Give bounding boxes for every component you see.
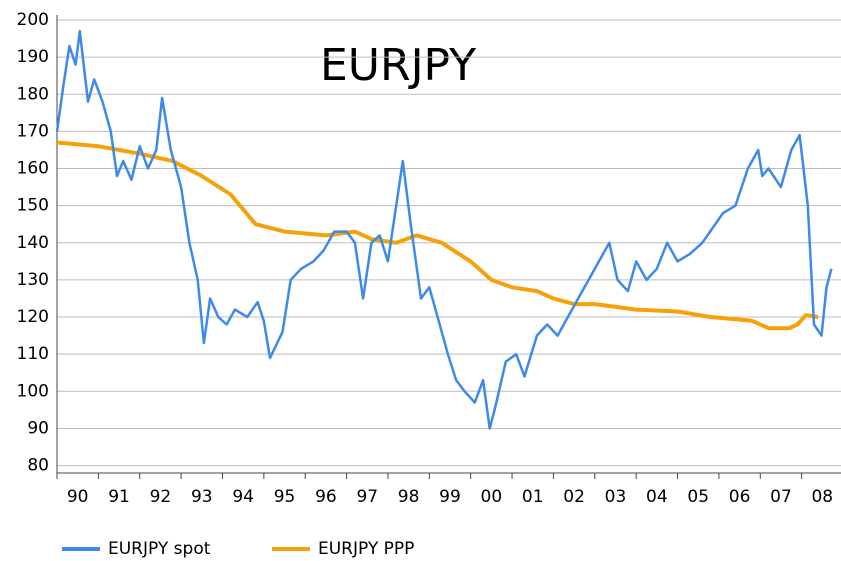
x-tick-label: 95 — [274, 487, 296, 507]
x-tick-label: 06 — [729, 487, 751, 507]
x-tick-label: 03 — [605, 487, 627, 507]
x-tick-label: 07 — [770, 487, 792, 507]
x-tick-label: 02 — [563, 487, 585, 507]
x-tick-label: 00 — [481, 487, 503, 507]
y-tick-label: 160 — [17, 159, 49, 179]
x-tick-label: 97 — [356, 487, 378, 507]
series-line — [56, 140, 819, 331]
y-tick-label: 180 — [17, 84, 49, 104]
x-tick-label: 93 — [191, 487, 213, 507]
x-tick-label: 90 — [67, 487, 89, 507]
chart-title: EURJPY — [320, 40, 476, 91]
y-tick-label: 200 — [17, 10, 49, 30]
y-tick-label: 80 — [27, 456, 49, 476]
x-tick-label: 91 — [108, 487, 130, 507]
y-tick-label: 130 — [17, 270, 49, 290]
y-tick-label: 120 — [17, 307, 49, 327]
legend-label: EURJPY spot — [108, 539, 211, 559]
y-tick-label: 140 — [17, 233, 49, 253]
y-tick-label: 110 — [17, 344, 49, 364]
x-tick-label: 04 — [646, 487, 668, 507]
x-tick-label: 99 — [439, 487, 461, 507]
y-tick-label: 150 — [17, 196, 49, 216]
x-tick-label: 98 — [398, 487, 420, 507]
x-tick-label: 01 — [522, 487, 544, 507]
x-tick-label: 94 — [232, 487, 254, 507]
x-tick-label: 96 — [315, 487, 337, 507]
y-tick-label: 190 — [17, 47, 49, 67]
y-tick-label: 170 — [17, 121, 49, 141]
y-tick-label: 90 — [27, 418, 49, 438]
x-tick-label: 08 — [811, 487, 833, 507]
x-tick-label: 05 — [687, 487, 709, 507]
x-tick-label: 92 — [150, 487, 172, 507]
y-tick-label: 100 — [17, 381, 49, 401]
legend-label: EURJPY PPP — [318, 539, 414, 559]
series-line — [55, 29, 833, 430]
